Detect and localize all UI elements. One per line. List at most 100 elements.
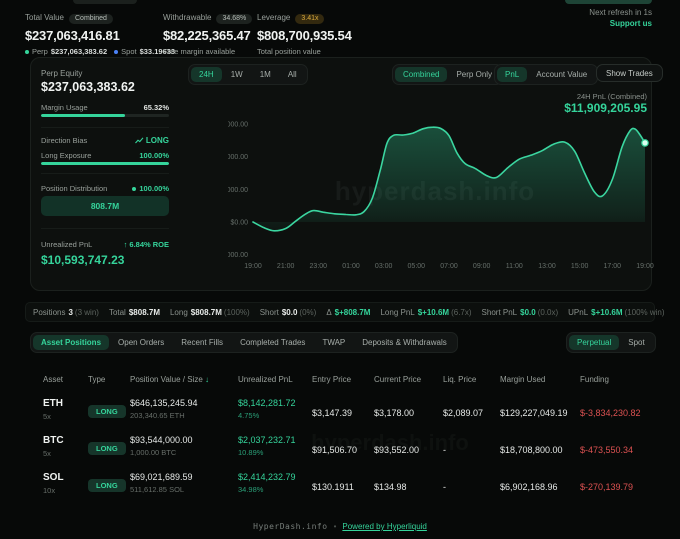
metric-toggle: PnL Account Value <box>494 64 599 85</box>
col-unrealized-pnl[interactable]: Unrealized PnL <box>238 375 293 384</box>
col-funding[interactable]: Funding <box>580 375 609 384</box>
position-distribution-bar[interactable]: 808.7M <box>41 196 169 216</box>
asset-symbol: SOL <box>43 472 64 483</box>
position-value: $646,135,245.94 <box>130 398 198 408</box>
x-axis-tick: 03:00 <box>375 263 393 270</box>
upnl-value: $2,037,232.71 <box>238 435 296 445</box>
range-tab-24h[interactable]: 24H <box>191 67 222 82</box>
y-axis-tick: $15,000,000.00 <box>228 121 248 128</box>
top-left-cutoff <box>73 0 137 4</box>
chart-pnl-value: $11,909,205.95 <box>564 101 647 115</box>
entry-price: $91,506.70 <box>312 445 358 455</box>
summary-value: $0.0 <box>281 307 298 317</box>
col-asset[interactable]: Asset <box>43 375 64 384</box>
liq-price: - <box>443 482 446 492</box>
spot-dot-icon <box>114 49 119 54</box>
x-axis-tick: 01:00 <box>342 263 360 270</box>
market-spot[interactable]: Spot <box>628 338 645 347</box>
y-axis-tick: $-5,000,000.00 <box>228 252 248 259</box>
tab-asset-positions[interactable]: Asset Positions <box>33 335 110 350</box>
col-liq-price[interactable]: Liq. Price <box>443 375 477 384</box>
divider <box>41 173 169 174</box>
entry-price: $3,147.39 <box>312 408 353 418</box>
mode-perp-only[interactable]: Perp Only <box>456 70 493 79</box>
x-axis-tick: 15:00 <box>571 263 589 270</box>
margin-usage-bar <box>41 114 169 117</box>
combined-badge[interactable]: Combined <box>69 13 113 24</box>
long-exposure-fill <box>41 162 169 165</box>
chart-pnl-label: 24H PnL (Combined) <box>576 92 647 101</box>
upnl-value: $2,414,232.79 <box>238 472 296 482</box>
col-current-price[interactable]: Current Price <box>374 375 422 384</box>
metric-account-value[interactable]: Account Value <box>536 70 588 79</box>
mode-toggle: Combined Perp Only <box>392 64 504 85</box>
range-tab-all[interactable]: All <box>287 70 297 79</box>
range-tab-1m[interactable]: 1M <box>259 70 271 79</box>
long-exposure-bar <box>41 162 169 165</box>
asset-leverage: 10x <box>43 485 56 495</box>
tab-deposits-withdrawals[interactable]: Deposits & Withdrawals <box>362 338 447 347</box>
tab-twap[interactable]: TWAP <box>322 338 346 347</box>
asset-symbol: BTC <box>43 435 64 446</box>
withdrawable-pct-badge: 34.68% <box>216 13 253 24</box>
position-size: 511,612.85 SOL <box>130 484 185 494</box>
summary-label: Positions <box>33 307 66 317</box>
summary-value: 3 <box>68 307 73 317</box>
x-axis-tick: 19:00 <box>244 263 262 270</box>
section-tabs: Asset Positions Open Orders Recent Fills… <box>30 332 458 353</box>
distribution-dot-icon <box>132 186 137 191</box>
market-perpetual[interactable]: Perpetual <box>569 335 620 350</box>
x-axis-tick: 17:00 <box>604 263 622 270</box>
metric-pnl[interactable]: PnL <box>497 67 528 82</box>
range-tab-1w[interactable]: 1W <box>230 70 243 79</box>
summary-value: $0.0 <box>520 307 536 317</box>
unrealized-pnl-value: $10,593,747.23 <box>41 253 125 267</box>
tab-recent-fills[interactable]: Recent Fills <box>181 338 224 347</box>
perp-equity-label: Perp Equity <box>41 69 83 78</box>
perp-value: $237,063,383.62 <box>50 47 108 56</box>
col-type[interactable]: Type <box>88 375 106 384</box>
position-distribution-bar-label: 808.7M <box>90 201 120 211</box>
tab-completed-trades[interactable]: Completed Trades <box>240 338 306 347</box>
y-axis-tick: $5,000,000.00 <box>228 187 248 194</box>
table-row[interactable]: BTC 5x LONG $93,544,000.00 1,000.00 BTC $2… <box>30 435 652 472</box>
show-trades-button[interactable]: Show Trades <box>596 64 663 82</box>
leverage-label: Leverage <box>257 13 291 22</box>
upnl-pct: 10.89% <box>238 447 264 457</box>
perp-label: Perp <box>32 47 48 56</box>
summary-sub: (100% win) <box>624 307 665 317</box>
x-axis-tick: 07:00 <box>440 263 458 270</box>
total-value: $237,063,416.81 <box>25 28 120 43</box>
top-right-cutoff-button[interactable] <box>565 0 652 4</box>
margin-usage-label: Margin Usage <box>41 103 88 112</box>
summary-label: Short <box>259 307 279 317</box>
table-row[interactable]: ETH 5x LONG $646,135,245.94 203,340.65 ETH… <box>30 398 652 435</box>
direction-bias-label: Direction Bias <box>41 136 88 145</box>
current-price: $134.98 <box>374 482 407 492</box>
pnl-area-chart[interactable]: 19:00 21:00 23:00 01:00 03:00 05:00 07:00 09:00… <box>228 116 668 276</box>
mode-combined[interactable]: Combined <box>395 67 448 82</box>
col-entry-price[interactable]: Entry Price <box>312 375 352 384</box>
table-row[interactable]: SOL 10x LONG $69,021,689.59 511,612.85 SOL… <box>30 472 652 509</box>
y-axis-tick: $10,000,000.00 <box>228 154 248 161</box>
x-axis-tick: 11:00 <box>506 263 523 270</box>
spot-value: $33.19633 <box>139 47 176 56</box>
summary-label: Long <box>169 307 188 317</box>
col-margin-used[interactable]: Margin Used <box>500 375 546 384</box>
market-toggle: Perpetual Spot <box>566 332 656 353</box>
summary-label: UPnL <box>568 307 589 317</box>
col-position-value[interactable]: Position Value / Size ↓ <box>130 375 210 384</box>
liq-price: $2,089.07 <box>443 408 484 418</box>
leverage-group: Leverage 3.41x $808,700,935.54 Total posi… <box>257 7 352 56</box>
powered-by-link[interactable]: Powered by Hyperliquid <box>342 522 427 531</box>
position-distribution-value: 100.00% <box>139 184 169 193</box>
leverage-badge: 3.41x <box>295 13 325 24</box>
long-exposure-label: Long Exposure <box>41 151 92 160</box>
tab-open-orders[interactable]: Open Orders <box>118 338 165 347</box>
perp-dot-icon <box>25 49 29 54</box>
footer: HyperDash.info • Powered by Hyperliquid <box>0 522 680 531</box>
direction-bias-value: LONG <box>145 136 169 145</box>
summary-sub: (0%) <box>299 307 317 317</box>
roe-value: ↑ 6.84% ROE <box>123 240 169 249</box>
support-us-link[interactable]: Support us <box>609 19 652 28</box>
